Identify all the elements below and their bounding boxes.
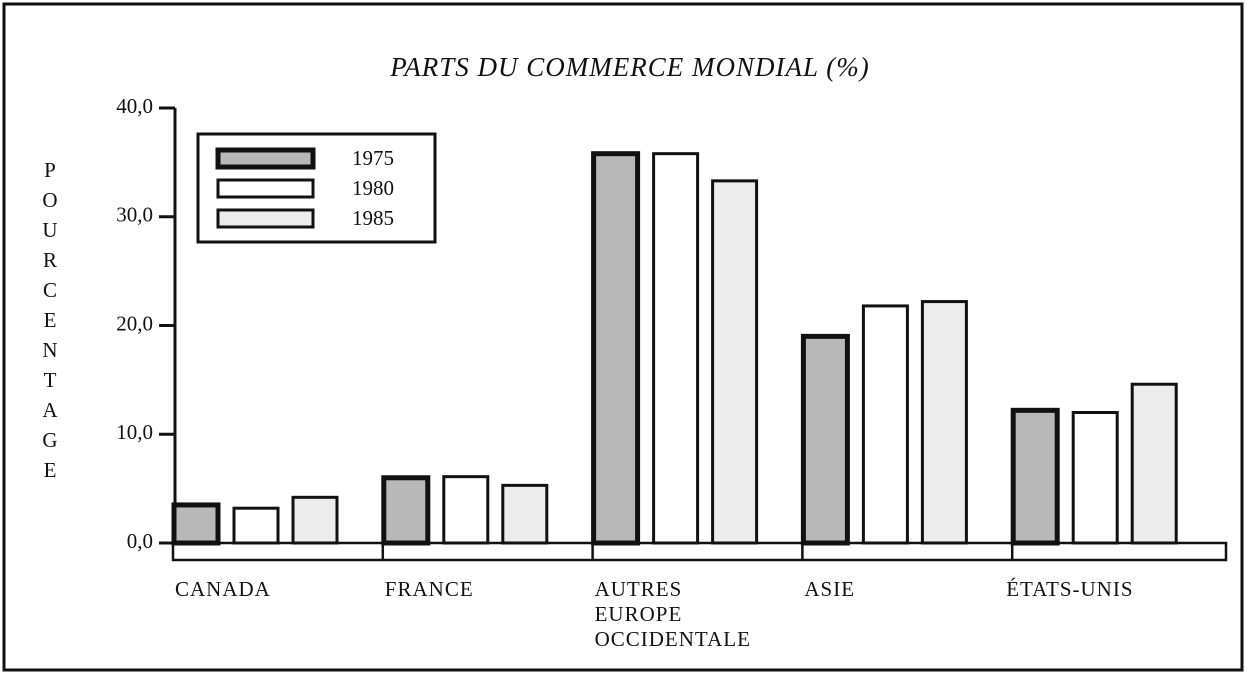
- bar: [1071, 411, 1119, 545]
- bar: [652, 152, 700, 545]
- y-axis-label: POURCENTAGE: [38, 158, 62, 488]
- bar: [442, 475, 490, 545]
- legend-swatch: [216, 208, 315, 229]
- chart-title: PARTS DU COMMERCE MONDIAL (%): [389, 52, 869, 82]
- bar: [1130, 382, 1178, 545]
- y-tick-label: 10,0: [116, 420, 153, 444]
- category-band: [171, 541, 1228, 562]
- bar: [591, 151, 641, 546]
- legend-label: 1975: [352, 146, 394, 170]
- x-tick-label: ÉTATS-UNIS: [1006, 577, 1134, 601]
- y-tick-label: 20,0: [116, 311, 153, 335]
- bar: [861, 304, 909, 545]
- bar: [171, 502, 221, 546]
- x-tick-label: FRANCE: [384, 577, 474, 601]
- x-tick-label: AUTRES EUROPE OCCIDENTALE: [594, 577, 751, 651]
- bar: [232, 506, 280, 545]
- y-tick-label: 0,0: [127, 529, 153, 553]
- bar: [1010, 407, 1060, 546]
- bar: [501, 483, 549, 545]
- bar: [920, 300, 968, 545]
- legend-label: 1985: [352, 206, 394, 230]
- x-tick-label: CANADA: [175, 577, 271, 601]
- x-tick-label: ASIE: [804, 577, 856, 601]
- legend-swatch: [215, 147, 316, 170]
- legend-swatch: [216, 178, 315, 199]
- y-tick-label: 30,0: [116, 203, 153, 227]
- bar: [291, 495, 339, 545]
- bar: [381, 475, 431, 546]
- y-tick-label: 40,0: [116, 94, 153, 118]
- bar: [711, 179, 759, 545]
- bar: [800, 333, 850, 546]
- legend-label: 1980: [352, 176, 394, 200]
